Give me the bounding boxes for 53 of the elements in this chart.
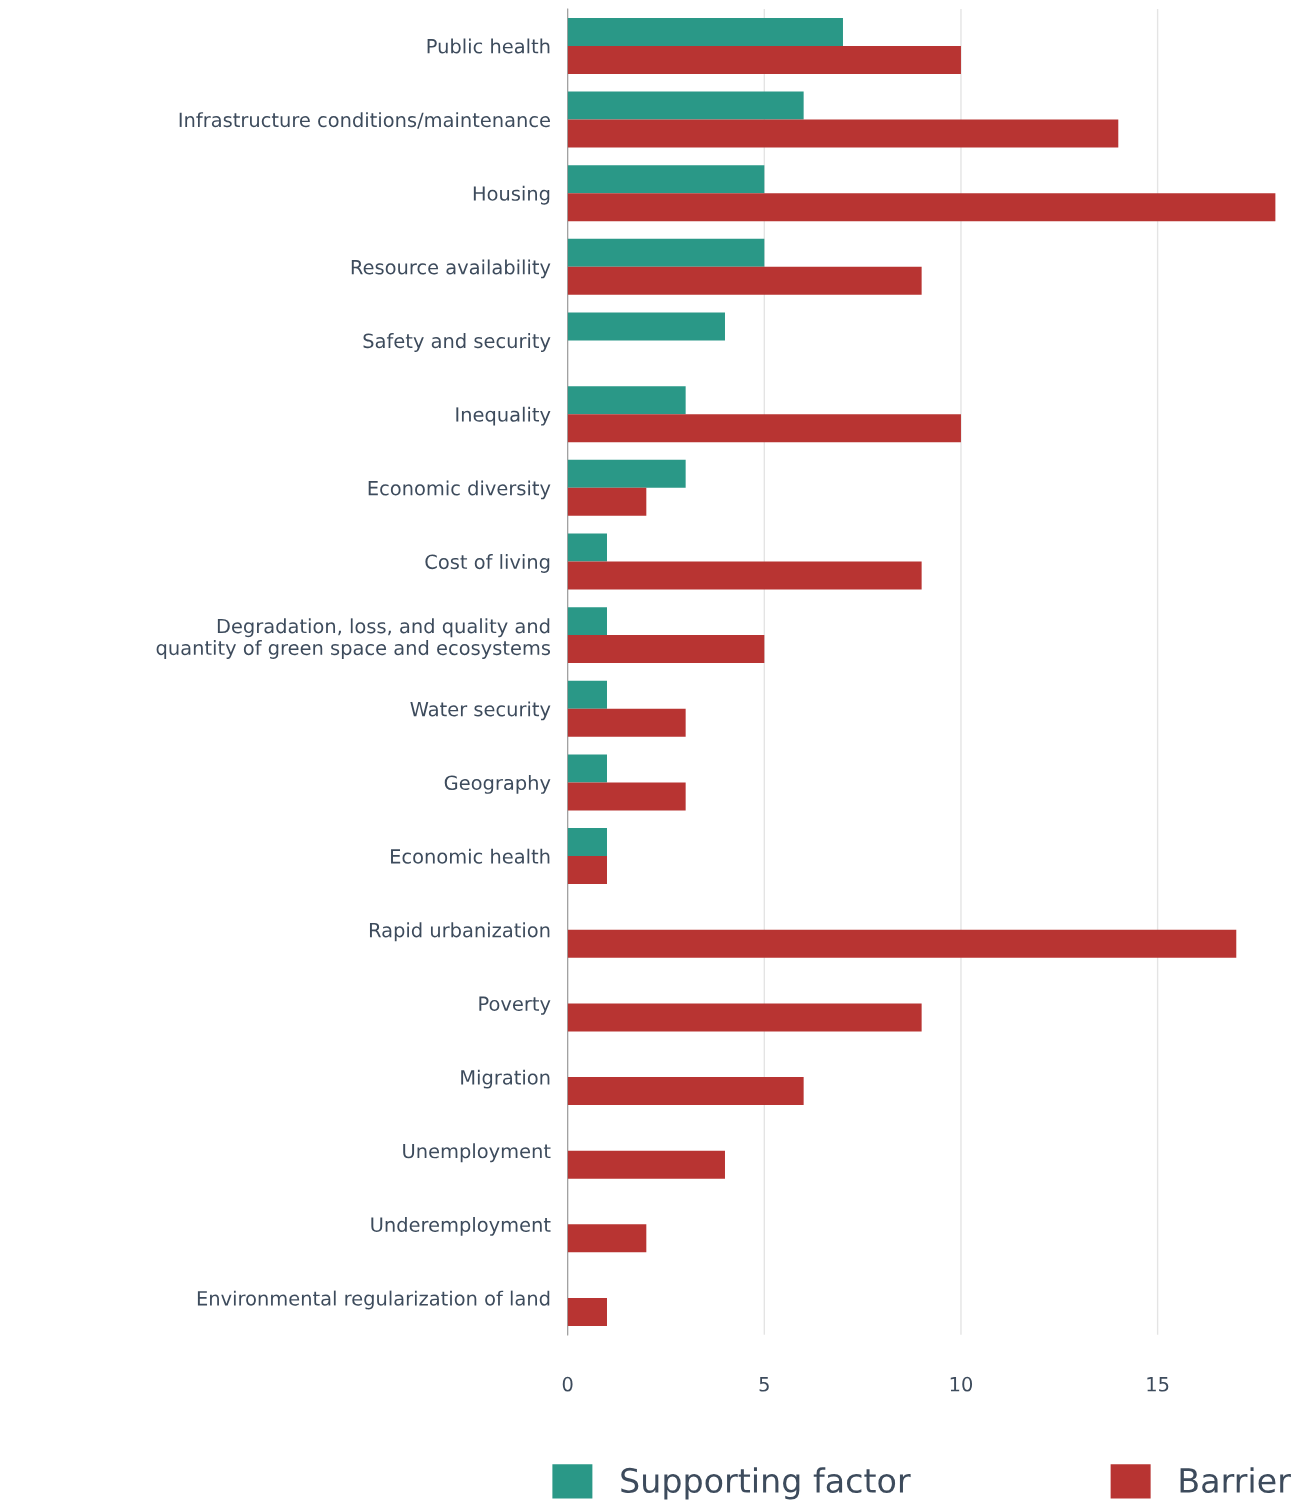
y-tick-label: Housing xyxy=(473,185,550,205)
bar xyxy=(567,414,961,443)
y-tick-label: Rapid urbanization xyxy=(369,922,550,942)
y-tick-label: Water security xyxy=(410,701,551,721)
bar xyxy=(567,1298,607,1326)
bar xyxy=(567,1150,725,1179)
y-tick-label: Migration xyxy=(461,1069,550,1089)
y-tick-label: Geography xyxy=(444,775,551,794)
bar xyxy=(567,533,607,562)
bar xyxy=(567,1003,922,1032)
x-tick-label: 5 xyxy=(759,1377,769,1392)
y-tick-label: Poverty xyxy=(479,996,551,1015)
bar xyxy=(567,165,765,194)
y-tick-label: Infrastructure conditions/maintenance xyxy=(179,112,550,129)
y-tick-label: Cost of living xyxy=(425,554,550,573)
y-tick-label: Economic diversity xyxy=(368,480,551,500)
bar xyxy=(567,386,686,415)
y-tick-label: Economic health xyxy=(391,848,550,864)
x-tick-label: 15 xyxy=(1147,1377,1169,1392)
bar xyxy=(567,487,647,516)
bar xyxy=(567,929,1237,958)
x-tick-label: 10 xyxy=(950,1376,973,1392)
bar xyxy=(567,856,607,885)
legend-label: Supporting factor xyxy=(621,1467,911,1500)
bar xyxy=(567,1224,647,1253)
bar xyxy=(567,1077,804,1106)
y-tick-label: Public health xyxy=(427,38,550,54)
y-tick-label: Inequality xyxy=(456,406,551,426)
y-tick-label: Environmental regularization of land xyxy=(197,1290,550,1310)
bar xyxy=(567,635,765,664)
y-tick-label: Underemployment xyxy=(371,1216,551,1236)
bar xyxy=(567,238,765,267)
y-tick-label: Degradation, loss, and quality and quantity of green space and ecosystems xyxy=(156,618,551,659)
bar xyxy=(567,91,804,120)
legend-label: Barrier xyxy=(1180,1467,1291,1494)
bar xyxy=(567,193,1276,222)
bar xyxy=(567,119,1119,148)
bar xyxy=(567,45,961,74)
y-tick-label: Unemployment xyxy=(403,1143,551,1163)
bar xyxy=(567,828,607,857)
y-tick-label: Safety and security xyxy=(363,333,551,352)
bar xyxy=(567,754,607,783)
x-tick-label: 0 xyxy=(562,1376,573,1392)
bar xyxy=(567,680,607,709)
bar xyxy=(567,561,922,590)
y-tick-label: Resource availability xyxy=(351,259,551,279)
bar xyxy=(567,607,607,636)
bar xyxy=(567,708,686,737)
bar xyxy=(567,459,686,488)
bar xyxy=(567,17,843,46)
bar xyxy=(567,266,922,295)
bar xyxy=(567,312,725,341)
bar xyxy=(567,782,686,811)
